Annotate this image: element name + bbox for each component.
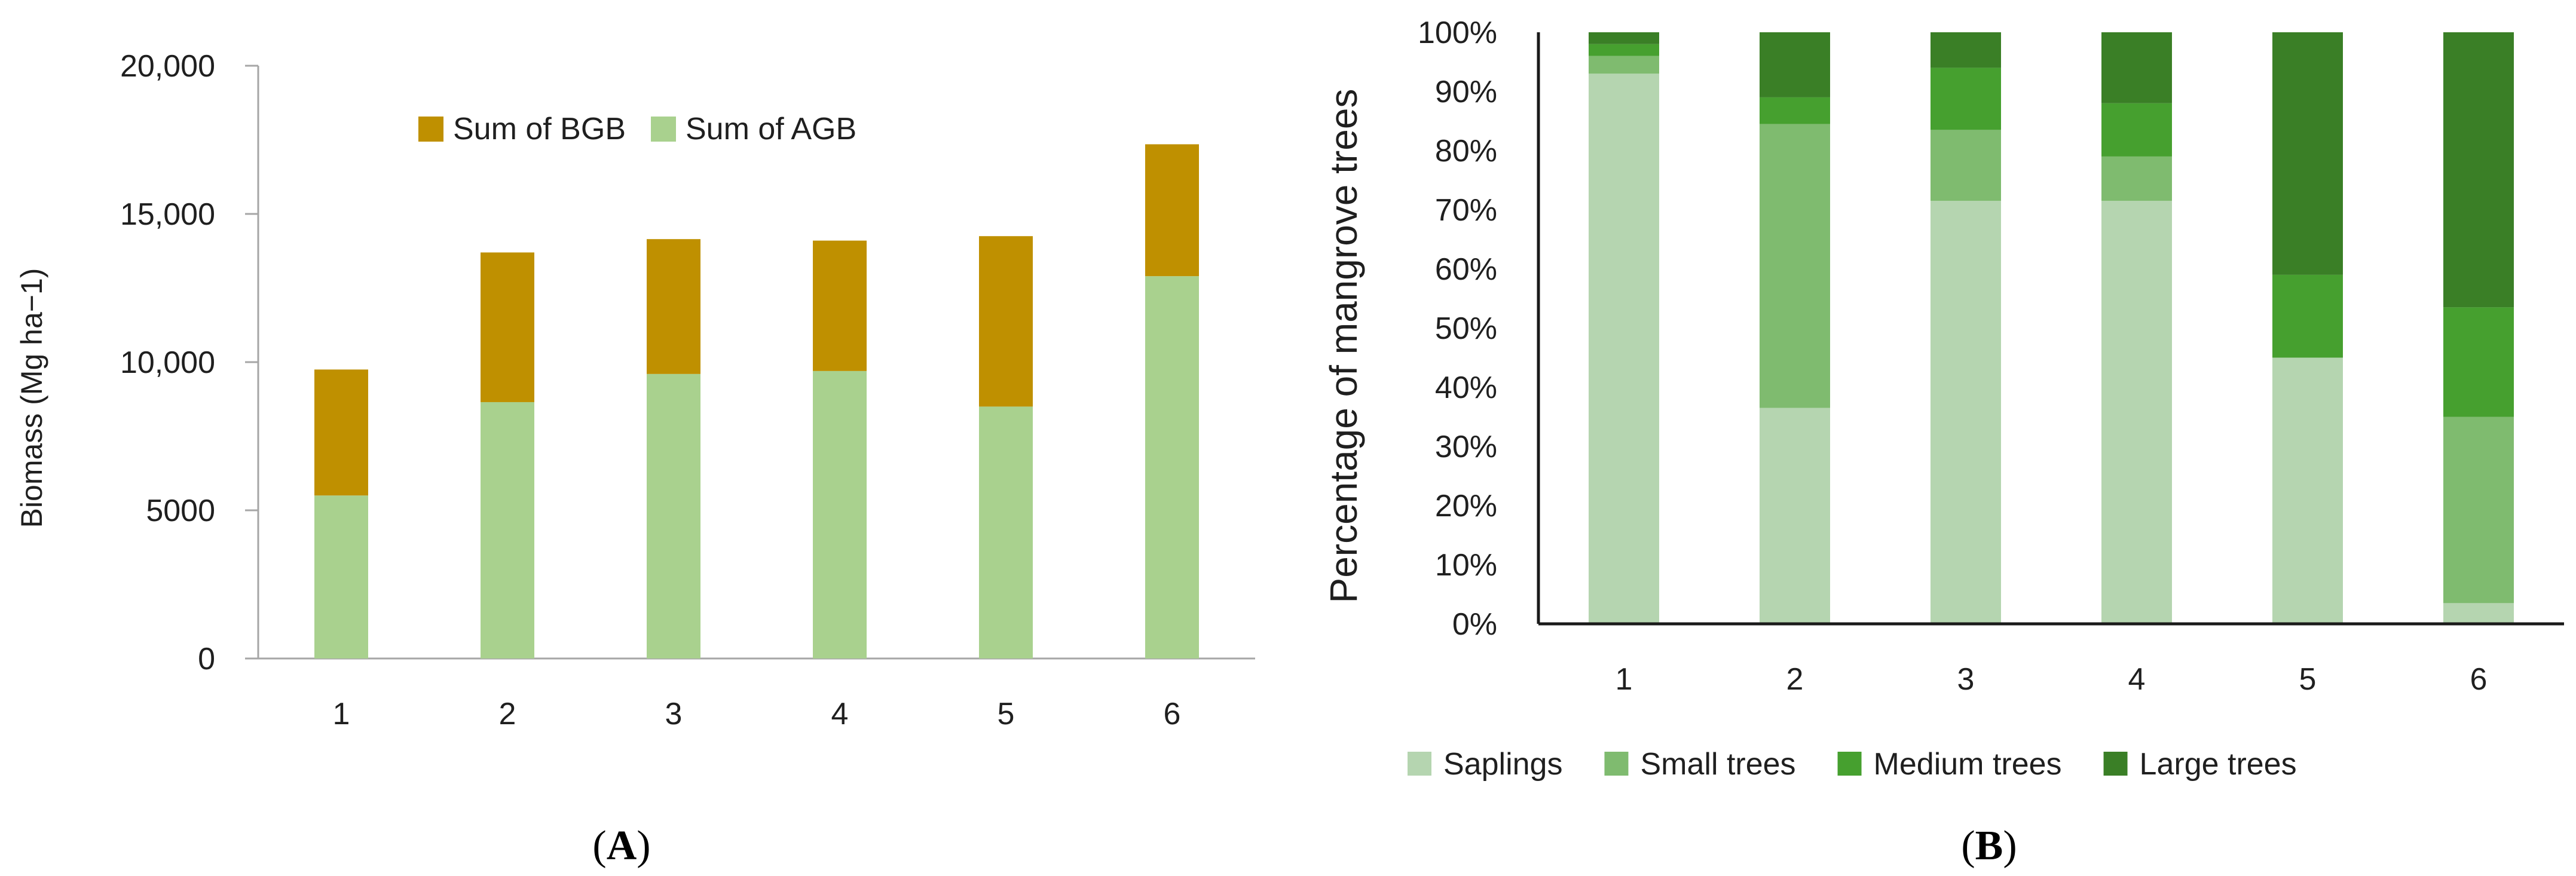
b-bar-large-trees <box>1760 32 1830 97</box>
b-y-tick-label: 30% <box>1435 430 1497 464</box>
panel-b-caption: (B) <box>1961 823 2017 869</box>
a-bar-sum-of-bgb <box>481 252 534 402</box>
a-x-tick-label: 4 <box>831 697 849 731</box>
b-legend-swatch <box>2103 752 2128 776</box>
b-legend: Saplings Small trees Medium trees Large tre… <box>1408 747 2297 782</box>
b-bar-small-trees <box>1931 130 2001 201</box>
b-bar-large-trees <box>1589 32 1659 44</box>
a-y-tick-label: 15,000 <box>120 197 215 232</box>
a-bar-sum-of-bgb <box>1145 144 1199 277</box>
b-x-tick-label: 5 <box>2299 662 2317 697</box>
a-bar-sum-of-agb <box>647 373 700 658</box>
b-y-axis-title: Percentage of mangrove trees <box>1322 89 1365 604</box>
a-x-tick-label: 6 <box>1164 697 1181 731</box>
b-y-tick-label: 40% <box>1435 370 1497 405</box>
b-legend-swatch <box>1837 752 1862 776</box>
b-x-tick-label: 4 <box>2128 662 2146 697</box>
b-bar-small-trees <box>1589 56 1659 74</box>
b-bar-large-trees <box>1931 32 2001 68</box>
b-bar-medium-trees <box>1589 44 1659 56</box>
b-bar-medium-trees <box>2272 274 2343 358</box>
b-legend-item: Saplings <box>1408 747 1562 782</box>
a-y-tick-label: 20,000 <box>120 49 215 84</box>
a-legend-item: Sum of AGB <box>651 112 856 146</box>
b-legend-label: Saplings <box>1443 747 1562 782</box>
b-bar-small-trees <box>1760 124 1830 408</box>
a-bar-sum-of-bgb <box>979 236 1033 407</box>
a-bar-sum-of-bgb <box>647 239 700 374</box>
b-y-tick-label: 90% <box>1435 75 1497 109</box>
b-bar-large-trees <box>2101 32 2172 103</box>
a-bar-sum-of-bgb <box>314 369 368 496</box>
b-legend-item: Small trees <box>1604 747 1796 782</box>
a-y-tick-label: 10,000 <box>120 345 215 380</box>
b-bar-medium-trees <box>2101 103 2172 157</box>
panel-b-tree-percentage-chart: 1 2 3 4 5 60%10%20%30%40%50%60%70%80%90%100%P… <box>1322 16 2564 782</box>
panel-a-biomass-chart: 0 5000 10,000 15,000 20,000 1 2 3 4 5 6 Biomass (Mg… <box>15 49 1255 731</box>
b-x-tick-label: 1 <box>1616 662 1633 697</box>
a-y-tick-label: 5000 <box>146 494 215 528</box>
b-bar-saplings <box>1589 73 1659 624</box>
b-y-tick-label: 100% <box>1418 16 1497 50</box>
b-legend-label: Large trees <box>2140 747 2297 782</box>
b-bar-small-trees <box>2101 156 2172 201</box>
b-legend-swatch <box>1408 752 1431 776</box>
b-legend-label: Small trees <box>1640 747 1795 782</box>
b-bar-medium-trees <box>1931 68 2001 130</box>
b-legend-swatch <box>1604 752 1629 776</box>
b-bar-medium-trees <box>1760 97 1830 124</box>
b-legend-item: Medium trees <box>1837 747 2062 782</box>
a-legend-swatch <box>418 117 443 142</box>
a-bar-sum-of-agb <box>979 406 1033 658</box>
a-bar-sum-of-agb <box>314 495 368 658</box>
a-bar-sum-of-agb <box>1145 276 1199 658</box>
b-bar-saplings <box>1760 408 1830 624</box>
panel-a-caption: (A) <box>592 823 650 869</box>
a-x-tick-label: 5 <box>998 697 1015 731</box>
a-bar-sum-of-agb <box>813 370 867 658</box>
b-x-tick-label: 2 <box>1786 662 1804 697</box>
a-legend-item: Sum of BGB <box>418 112 626 146</box>
a-x-tick-label: 1 <box>333 697 350 731</box>
a-y-axis-title: Biomass (Mg ha−1) <box>15 268 48 528</box>
b-bar-saplings <box>2443 603 2514 624</box>
b-y-tick-label: 10% <box>1435 548 1497 583</box>
b-y-tick-label: 60% <box>1435 252 1497 287</box>
b-x-tick-label: 3 <box>1957 662 1975 697</box>
a-y-tick-label: 0 <box>198 642 215 676</box>
b-bar-saplings <box>1931 201 2001 624</box>
a-legend-label: Sum of AGB <box>686 112 856 146</box>
b-y-tick-label: 70% <box>1435 193 1497 228</box>
a-legend: Sum of BGB Sum of AGB <box>418 112 856 146</box>
a-x-tick-label: 2 <box>499 697 516 731</box>
a-legend-swatch <box>651 117 676 142</box>
b-x-tick-label: 6 <box>2470 662 2488 697</box>
a-x-tick-label: 3 <box>665 697 683 731</box>
b-y-tick-label: 0% <box>1452 607 1497 642</box>
b-bar-large-trees <box>2443 32 2514 308</box>
b-bar-saplings <box>2101 201 2172 624</box>
a-legend-label: Sum of BGB <box>453 112 626 146</box>
b-legend-item: Large trees <box>2103 747 2297 782</box>
b-bar-small-trees <box>2443 416 2514 604</box>
b-bar-saplings <box>2272 357 2343 624</box>
b-legend-label: Medium trees <box>1874 747 2062 782</box>
b-bar-medium-trees <box>2443 307 2514 417</box>
a-bar-sum-of-bgb <box>813 240 867 371</box>
b-bar-large-trees <box>2272 32 2343 275</box>
b-y-tick-label: 80% <box>1435 134 1497 169</box>
b-y-tick-label: 50% <box>1435 311 1497 346</box>
b-y-tick-label: 20% <box>1435 489 1497 523</box>
a-bar-sum-of-agb <box>481 402 534 658</box>
